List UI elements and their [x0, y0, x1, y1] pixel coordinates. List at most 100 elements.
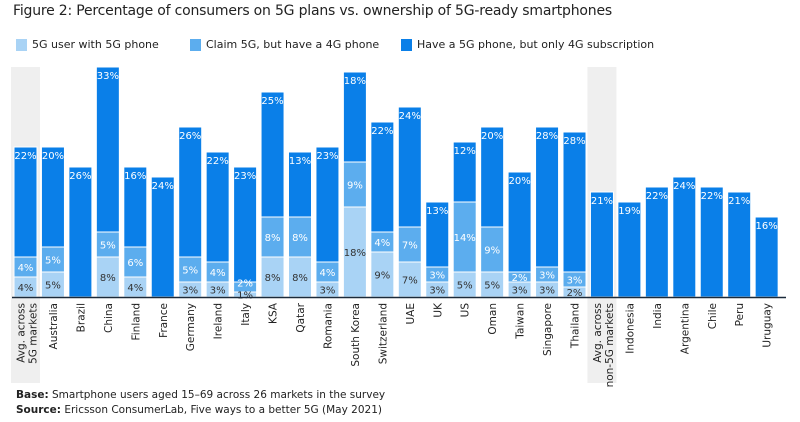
bar-singapore-series-3: [535, 126, 560, 268]
bar-uae-series-3: [397, 106, 422, 228]
legend-label: 5G user with 5G phone: [32, 38, 159, 51]
data-label: 5%: [45, 256, 61, 267]
bar-australia-series-3: [40, 146, 65, 248]
bar-finland-series-3: [123, 166, 148, 248]
source-text: Ericsson ConsumerLab, Five ways to a bet…: [60, 404, 382, 416]
data-label: 7%: [402, 241, 418, 252]
data-label: 21%: [591, 196, 613, 207]
base-label: Base:: [16, 389, 49, 401]
category-label: Singapore: [542, 303, 554, 356]
data-label: 20%: [508, 176, 530, 187]
bar-italy-series-3: [233, 166, 258, 283]
data-label: 23%: [234, 171, 256, 182]
category-label: Avg. across5G markets: [16, 303, 40, 364]
data-label: 16%: [124, 171, 146, 182]
category-label: Australia: [48, 303, 60, 349]
data-label: 16%: [756, 221, 778, 232]
data-label: 4%: [127, 283, 143, 294]
data-label: 26%: [69, 171, 91, 182]
bar-peru-series-3: [727, 191, 752, 298]
legend-item-claim-5g-4g-phone: Claim 5G, but have a 4G phone: [190, 38, 379, 51]
category-label: Ireland: [213, 303, 225, 339]
data-label: 3%: [539, 271, 555, 282]
data-label: 2%: [512, 273, 528, 284]
bar-brazil-series-3: [68, 166, 93, 298]
category-label: Brazil: [75, 303, 87, 332]
data-label: 24%: [152, 181, 174, 192]
category-label: Argentina: [679, 303, 691, 354]
category-label-line: Avg. across: [16, 303, 28, 363]
category-label: India: [652, 303, 664, 329]
bar-south-korea-series-3: [342, 71, 367, 163]
data-label: 20%: [42, 151, 64, 162]
data-label: 2%: [237, 279, 253, 290]
data-label: 3%: [182, 286, 198, 297]
chart-title: Figure 2: Percentage of consumers on 5G …: [13, 3, 612, 19]
bar-france-series-3: [150, 176, 175, 298]
data-label: 21%: [728, 196, 750, 207]
data-label: 26%: [179, 131, 201, 142]
category-label: South Korea: [350, 303, 362, 367]
data-label: 24%: [673, 181, 695, 192]
bar-romania-series-3: [315, 146, 340, 263]
bar-uk-series-3: [425, 201, 450, 268]
data-label: 13%: [426, 206, 448, 217]
category-label: Germany: [185, 303, 197, 351]
category-label: Peru: [734, 303, 746, 326]
category-label-line: non-5G markets: [604, 303, 616, 387]
data-label: 5%: [182, 266, 198, 277]
bar-chile-series-3: [699, 186, 724, 298]
data-label: 2%: [567, 288, 583, 299]
bar-oman-series-3: [480, 126, 505, 228]
bar-switzerland-series-3: [370, 121, 395, 233]
bar-ksa-series-3: [260, 91, 285, 218]
data-label: 3%: [320, 286, 336, 297]
category-label: Switzerland: [377, 303, 389, 364]
data-label: 18%: [344, 248, 366, 259]
data-label: 22%: [371, 126, 393, 137]
data-label: 8%: [292, 233, 308, 244]
data-label: 18%: [344, 76, 366, 87]
data-label: 22%: [14, 151, 36, 162]
data-label: 1%: [237, 291, 253, 302]
legend-swatch: [190, 38, 201, 51]
data-label: 8%: [100, 273, 116, 284]
data-label: 9%: [347, 181, 363, 192]
data-label: 22%: [646, 191, 668, 202]
data-label: 4%: [374, 238, 390, 249]
data-label: 5%: [457, 281, 473, 292]
bar-india-series-3: [644, 186, 669, 298]
footnote-base: Base: Smartphone users aged 15–69 across…: [16, 389, 385, 401]
legend-swatch: [401, 38, 412, 51]
bar-avg-across-5g-markets-series-3: [13, 146, 38, 258]
data-label: 22%: [701, 191, 723, 202]
data-label: 9%: [484, 246, 500, 257]
category-label-line: 5G markets: [28, 303, 40, 364]
data-label: 4%: [18, 283, 34, 294]
bar-taiwan-series-3: [507, 171, 532, 273]
bar-qatar-series-3: [288, 151, 312, 218]
data-label: 3%: [429, 286, 445, 297]
bar-china-series-3: [95, 66, 120, 233]
data-label: 13%: [289, 156, 311, 167]
data-label: 9%: [374, 271, 390, 282]
category-label: China: [103, 303, 115, 333]
legend-item-5g-user-5g-phone: 5G user with 5G phone: [16, 38, 159, 51]
category-label: Uruguay: [762, 303, 774, 348]
category-label: US: [460, 303, 472, 318]
data-label: 20%: [481, 131, 503, 142]
category-label: Oman: [487, 303, 499, 335]
bar-us-series-3: [452, 141, 477, 203]
data-label: 8%: [265, 233, 281, 244]
bar-thailand-series-3: [562, 131, 587, 273]
data-label: 25%: [261, 96, 283, 107]
category-label: UK: [432, 302, 444, 318]
data-label: 33%: [97, 71, 119, 82]
data-label: 4%: [18, 263, 34, 274]
data-label: 4%: [320, 268, 336, 279]
data-label: 5%: [484, 281, 500, 292]
data-label: 28%: [563, 136, 585, 147]
data-label: 3%: [539, 286, 555, 297]
category-label: Italy: [240, 303, 252, 326]
